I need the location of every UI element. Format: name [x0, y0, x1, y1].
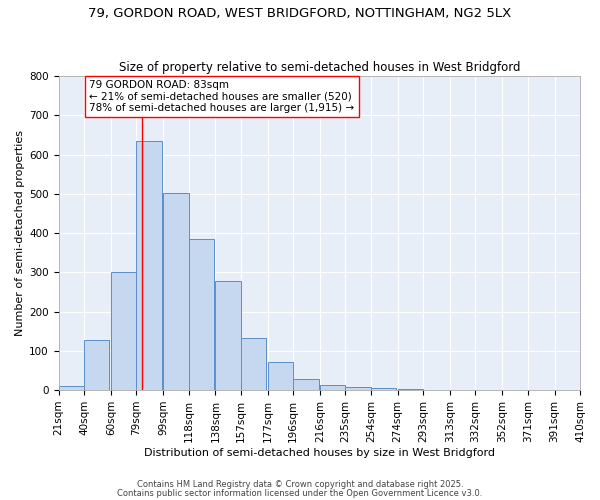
Bar [163, 193, 188, 390]
Bar [371, 388, 397, 390]
Bar [84, 340, 109, 390]
Bar [136, 141, 162, 390]
Bar [111, 272, 136, 390]
Bar [346, 387, 371, 390]
X-axis label: Distribution of semi-detached houses by size in West Bridgford: Distribution of semi-detached houses by … [144, 448, 495, 458]
Y-axis label: Number of semi-detached properties: Number of semi-detached properties [15, 130, 25, 336]
Bar [241, 338, 266, 390]
Bar [398, 388, 423, 390]
Bar [188, 240, 214, 390]
Bar [320, 384, 346, 390]
Bar [215, 280, 241, 390]
Text: Contains public sector information licensed under the Open Government Licence v3: Contains public sector information licen… [118, 490, 482, 498]
Text: 79 GORDON ROAD: 83sqm
← 21% of semi-detached houses are smaller (520)
78% of sem: 79 GORDON ROAD: 83sqm ← 21% of semi-deta… [89, 80, 355, 113]
Bar [268, 362, 293, 390]
Text: Contains HM Land Registry data © Crown copyright and database right 2025.: Contains HM Land Registry data © Crown c… [137, 480, 463, 489]
Bar [293, 380, 319, 390]
Title: Size of property relative to semi-detached houses in West Bridgford: Size of property relative to semi-detach… [119, 60, 520, 74]
Bar [59, 386, 84, 390]
Text: 79, GORDON ROAD, WEST BRIDGFORD, NOTTINGHAM, NG2 5LX: 79, GORDON ROAD, WEST BRIDGFORD, NOTTING… [88, 8, 512, 20]
